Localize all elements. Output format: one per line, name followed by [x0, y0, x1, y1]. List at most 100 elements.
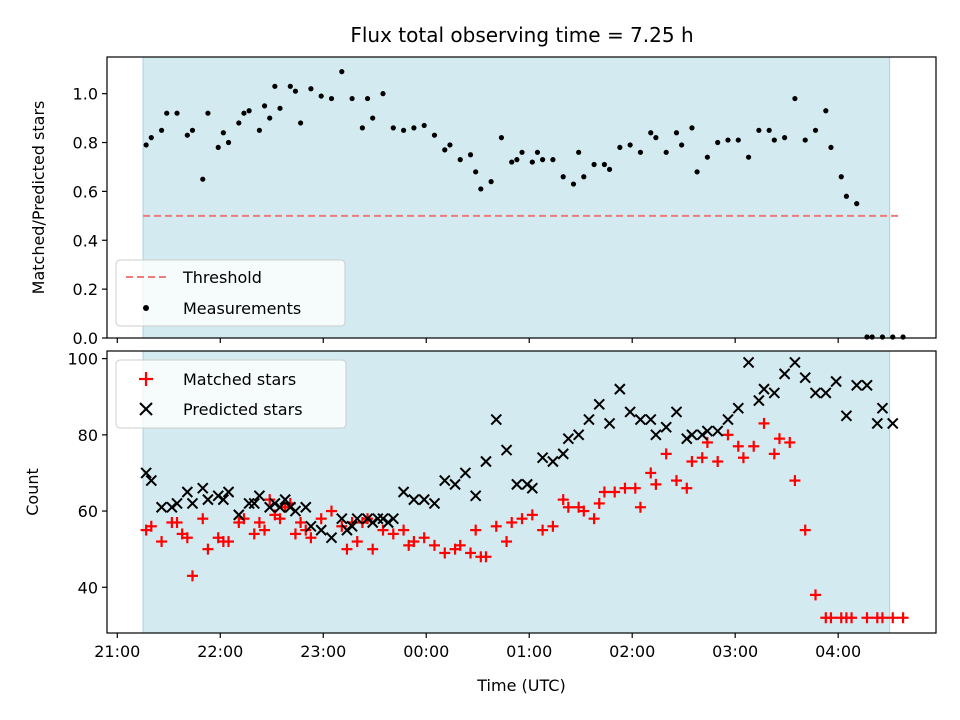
matched-star-point	[480, 551, 492, 563]
predicted-star-point	[408, 493, 420, 506]
measurement-point	[617, 144, 623, 151]
y-tick-label: 80	[78, 426, 98, 445]
matched-star-point	[748, 440, 760, 452]
measurement-point	[205, 110, 211, 116]
measurement-point	[380, 91, 386, 97]
matched-star-point	[588, 513, 600, 525]
measurement-point	[771, 137, 777, 143]
measurement-point	[339, 69, 345, 75]
predicted-star-point	[809, 387, 822, 399]
predicted-star-point	[459, 467, 472, 479]
measurement-point	[184, 132, 190, 138]
predicted-star-point	[253, 490, 266, 502]
predicted-star-point	[305, 520, 317, 533]
predicted-star-point	[799, 371, 811, 384]
y-tick-label: 100	[67, 350, 98, 369]
measurement-point	[581, 174, 587, 180]
measurement-point	[864, 334, 870, 340]
x-tick-label: 03:00	[712, 642, 758, 661]
measurement-point	[359, 125, 365, 131]
predicted-star-point	[887, 417, 899, 430]
matched-star-point	[737, 452, 749, 464]
matched-star-point	[686, 456, 698, 468]
measurement-point	[400, 127, 407, 133]
matched-star-point	[537, 524, 549, 536]
matched-star-point	[259, 524, 271, 536]
x-tick-label: 23:00	[300, 642, 346, 661]
measurement-point	[421, 122, 427, 129]
matched-star-point	[454, 539, 466, 551]
measurement-point	[164, 110, 170, 116]
measurement-point	[869, 334, 875, 340]
legend-predicted-swatch	[139, 402, 153, 416]
predicted-stars-points	[140, 356, 899, 544]
legend-predicted-label: Predicted stars	[183, 400, 303, 419]
y-tick-label: 0.2	[73, 280, 98, 299]
predicted-star-point	[850, 379, 863, 392]
measurement-point	[689, 125, 695, 131]
y-tick-label: 60	[78, 502, 98, 521]
bottom-legend: Matched stars Predicted stars	[115, 359, 347, 429]
bottom-panel: 40 60 80 100 21:00 22:00 23:00 00:00 01:00 02:00…	[23, 350, 937, 695]
predicted-star-point	[418, 493, 430, 506]
matched-star-point	[171, 516, 183, 528]
measurement-point	[158, 127, 165, 133]
matched-star-point	[593, 497, 605, 509]
measurement-point	[715, 139, 721, 146]
measurement-point	[606, 166, 613, 172]
measurement-point	[298, 120, 304, 126]
matched-star-point	[186, 570, 198, 582]
y-tick-label: 0.8	[73, 134, 98, 153]
matched-star-point	[470, 524, 482, 536]
predicted-star-point	[789, 356, 801, 369]
measurement-point	[287, 83, 293, 89]
matched-star-point	[876, 612, 888, 624]
measurement-point	[328, 95, 335, 102]
predicted-star-point	[572, 429, 585, 441]
predicted-star-point	[701, 425, 714, 437]
predicted-star-point	[686, 429, 698, 441]
matched-star-point	[253, 516, 265, 528]
predicted-star-point	[217, 493, 230, 506]
matched-star-point	[439, 547, 451, 559]
predicted-star-point	[614, 383, 626, 395]
matched-star-point	[490, 520, 502, 532]
predicted-star-point	[768, 387, 781, 399]
x-tick-label: 22:00	[197, 642, 243, 661]
top-y-ticks: 0.0 0.2 0.4 0.6 0.8 1.0	[73, 85, 107, 348]
matched-star-point	[398, 524, 410, 536]
measurements-points	[143, 69, 906, 340]
x-tick-label: 00:00	[403, 642, 449, 661]
predicted-star-point	[742, 356, 755, 369]
y-tick-label: 0.0	[73, 329, 98, 348]
predicted-star-point	[469, 490, 482, 502]
measurement-point	[766, 127, 772, 133]
matched-star-point	[223, 536, 235, 548]
x-tick-label: 04:00	[815, 642, 861, 661]
predicted-star-point	[526, 482, 539, 494]
measurement-point	[390, 125, 396, 131]
bottom-axes-frame	[106, 350, 937, 634]
matched-star-point	[810, 589, 822, 601]
measurement-point	[246, 108, 252, 114]
legend-threshold-label: Threshold	[182, 268, 262, 287]
x-axis-label: Time (UTC)	[476, 676, 565, 695]
measurement-point	[241, 110, 247, 116]
predicted-star-point	[171, 497, 183, 510]
measurement-point	[540, 157, 546, 163]
matched-star-point	[465, 547, 477, 559]
predicted-star-point	[830, 375, 842, 388]
measurement-point	[627, 142, 633, 148]
predicted-star-point	[145, 474, 157, 487]
measurement-point	[514, 157, 520, 163]
matched-star-point	[660, 448, 672, 460]
predicted-star-point	[428, 497, 441, 510]
measurement-point	[756, 127, 762, 133]
matched-star-point	[696, 452, 708, 464]
matched-star-point	[825, 612, 837, 624]
x-tick-label: 21:00	[94, 642, 140, 661]
predicted-star-point	[315, 524, 327, 536]
predicted-star-point	[372, 512, 384, 525]
predicted-star-point	[500, 444, 513, 456]
top-legend: Threshold Measurements	[115, 259, 346, 327]
